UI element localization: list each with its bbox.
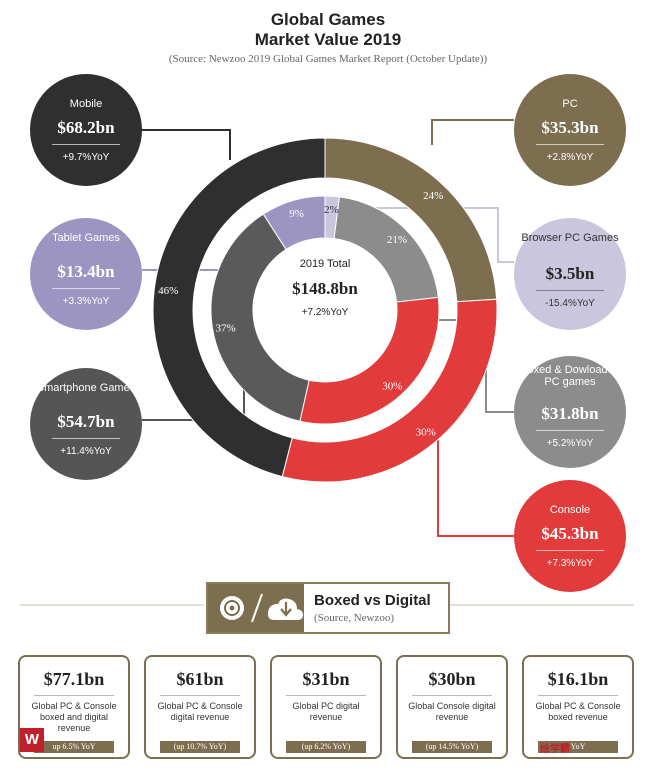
bubble-console: Console $45.3bn +7.3%YoY <box>514 480 626 592</box>
bubble-label: Console <box>549 504 591 516</box>
card-description: Global PC & Console boxed and digital re… <box>31 701 117 733</box>
center-label: 2019 Total <box>299 258 351 270</box>
card-value: $16.1bn <box>547 669 609 689</box>
bubble-divider <box>536 430 604 431</box>
center-value: $148.8bn <box>292 279 358 298</box>
bubble-yoy: +3.3%YoY <box>62 296 110 307</box>
bubble-value: $35.3bn <box>541 118 599 137</box>
bubble-yoy: +5.2%YoY <box>546 438 594 449</box>
bubble-label: Mobile <box>69 98 103 110</box>
bubble-pc: PC $35.3bn +2.8%YoY <box>514 74 626 186</box>
card-value: $61bn <box>176 669 224 689</box>
bubble-value: $3.5bn <box>545 264 595 283</box>
card-badge: (up 6.2% YoY) <box>286 741 366 753</box>
card-badge: (up 14.5% YoY) <box>412 741 492 753</box>
section-icons <box>208 584 304 632</box>
card-description: Global PC & Console digital revenue <box>157 701 243 722</box>
inner-pct-label-smartphone-games: 37% <box>215 323 235 335</box>
inner-ring <box>210 195 440 425</box>
inner-pct-label-tablet-games: 9% <box>289 208 304 220</box>
bubble-value: $13.4bn <box>57 262 115 281</box>
card-pc-digital: $31bn Global PC digital revenue (up 6.2%… <box>270 655 382 759</box>
bubble-yoy: +2.8%YoY <box>546 152 594 163</box>
card-badge: up 6.5% YoY <box>34 741 114 753</box>
bubble-divider <box>52 144 120 145</box>
inner-pct-label-boxed-dowloaded-pc-games: 21% <box>387 234 407 246</box>
center-total: 2019 Total $148.8bn +7.2%YoY <box>250 258 400 318</box>
bubble-smartphone-games: Smartphone Games $54.7bn +11.4%YoY <box>30 368 142 480</box>
card-divider <box>412 695 492 696</box>
outer-pct-label-console: 30% <box>416 427 436 439</box>
inner-slice-tablet-games <box>262 195 326 251</box>
bubble-value: $68.2bn <box>57 118 115 137</box>
inner-pct-label-browser-pc-games: 2% <box>324 204 339 216</box>
bubble-tablet-games: Tablet Games $13.4bn +3.3%YoY <box>30 218 142 330</box>
chart-title-line1: Global Games <box>270 10 386 29</box>
bubble-browser-pc-games: Browser PC Games $3.5bn -15.4%YoY <box>514 218 626 330</box>
card-console-digital: $30bn Global Console digital revenue (up… <box>396 655 508 759</box>
card-badge: YoY <box>538 741 618 753</box>
percent-labels: 24% 30% 46% 2% 21% 30% 37% 9% <box>158 190 443 439</box>
donut-chart: 24% 30% 46% 2% 21% 30% 37% 9% <box>86 119 514 537</box>
disc-and-download-icons <box>220 593 303 623</box>
outer-pct-label-pc: 24% <box>423 190 443 202</box>
chart-title-line2: Market Value 2019 <box>254 30 402 49</box>
bubble-label: PC <box>562 98 578 110</box>
card-divider <box>160 695 240 696</box>
card-value: $30bn <box>428 669 476 689</box>
card-value: $31bn <box>302 669 350 689</box>
bubble-yoy: +11.4%YoY <box>60 446 112 457</box>
bubble-value: $31.8bn <box>541 404 599 423</box>
inner-slice-console <box>299 296 440 425</box>
bubble-divider <box>52 288 120 289</box>
card-boxed-digital-total: $77.1bn Global PC & Console boxed and di… <box>18 655 130 759</box>
boxed-vs-digital-header: Boxed vs Digital (Source, Newzoo) <box>206 582 450 634</box>
connector-pc <box>431 119 514 145</box>
bubble-divider <box>536 290 604 291</box>
bubble-label: Tablet Games <box>52 232 120 244</box>
card-pc-console-boxed: $16.1bn Global PC & Console boxed revenu… <box>522 655 634 759</box>
section-source: (Source, Newzoo) <box>314 612 395 624</box>
outer-pct-label-mobile: 46% <box>158 285 178 297</box>
bubble-boxed-downloaded-pc: Boxed & Dowloaded PC games $31.8bn +5.2%… <box>514 356 626 468</box>
card-description: Global PC digital revenue <box>292 701 360 722</box>
chart-source: (Source: Newzoo 2019 Global Games Market… <box>168 53 488 65</box>
inner-pct-label-console: 30% <box>382 380 402 392</box>
center-yoy: +7.2%YoY <box>301 307 349 318</box>
card-divider <box>286 695 366 696</box>
bubble-divider <box>52 438 120 439</box>
section-title: Boxed vs Digital <box>314 592 431 609</box>
card-badge: (up 10.7% YoY) <box>160 741 240 753</box>
bubble-yoy: +9.7%YoY <box>62 152 110 163</box>
bubble-divider <box>536 144 604 145</box>
watermark-logo: W <box>20 728 44 752</box>
card-description: Global PC & Console boxed revenue <box>535 701 621 722</box>
outer-slice-mobile <box>152 137 326 478</box>
bubble-divider <box>536 550 604 551</box>
card-pc-console-digital: $61bn Global PC & Console digital revenu… <box>144 655 256 759</box>
bubble-yoy: +7.3%YoY <box>546 558 594 569</box>
bubble-label: Boxed & Dowloaded PC games <box>520 364 620 388</box>
inner-slice-smartphone-games <box>210 213 310 422</box>
card-description: Global Console digital revenue <box>408 701 496 722</box>
card-divider <box>538 695 618 696</box>
bubble-value: $45.3bn <box>541 524 599 543</box>
connector-console <box>437 440 514 537</box>
bubble-label: Smartphone Games <box>36 382 136 394</box>
bubble-value: $54.7bn <box>57 412 115 431</box>
section-divider <box>20 604 634 606</box>
bubble-mobile: Mobile $68.2bn +9.7%YoY <box>30 74 142 186</box>
watermark-text: 绘学霸 <box>540 744 570 755</box>
outer-ring <box>152 137 498 483</box>
bubble-label: Browser PC Games <box>521 232 619 244</box>
card-divider <box>34 695 114 696</box>
card-value: $77.1bn <box>43 669 105 689</box>
bubble-yoy: -15.4%YoY <box>545 298 595 309</box>
